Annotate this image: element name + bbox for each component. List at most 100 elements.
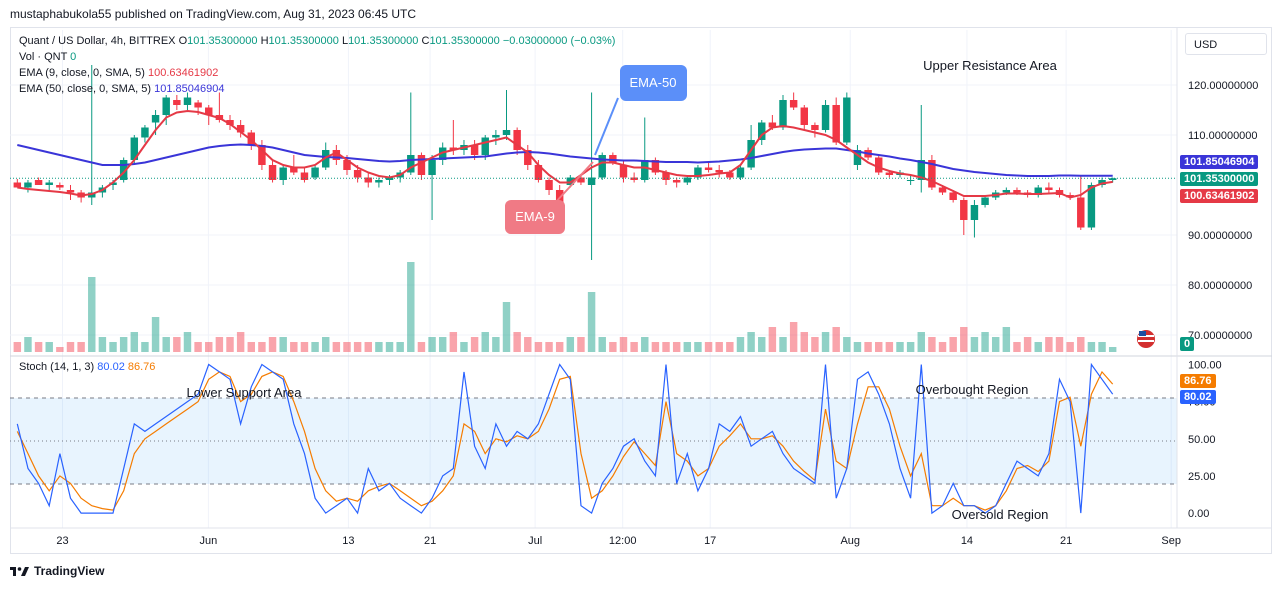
candle-body bbox=[502, 130, 511, 135]
candle-body bbox=[109, 182, 117, 185]
ema50-label: EMA (50, close, 0, SMA, 5) bbox=[19, 83, 152, 95]
volume-bar bbox=[481, 332, 489, 352]
candle-body bbox=[513, 130, 521, 150]
candle-body bbox=[194, 102, 202, 108]
candle-body bbox=[343, 160, 351, 170]
candle-body bbox=[885, 172, 894, 175]
volume-bar bbox=[183, 332, 192, 352]
volume-bar bbox=[1098, 342, 1106, 352]
volume-bar bbox=[45, 342, 53, 352]
candle-body bbox=[258, 145, 266, 165]
volume-bar bbox=[460, 342, 468, 352]
ema9-callout-box[interactable] bbox=[505, 200, 565, 234]
volume-bar bbox=[332, 342, 341, 352]
ema9-value: 100.63461902 bbox=[148, 67, 219, 79]
ema9-legend-row[interactable]: EMA (9, close, 0, SMA, 5) 100.63461902 bbox=[19, 67, 218, 79]
time-tick-label: 17 bbox=[704, 535, 716, 547]
volume-bar bbox=[1013, 342, 1021, 352]
published-line: mustaphabukola55 published on TradingVie… bbox=[10, 7, 417, 21]
volume-bar bbox=[874, 342, 883, 352]
time-tick-label: 13 bbox=[342, 535, 354, 547]
candle-body bbox=[141, 127, 149, 138]
currency-button[interactable]: USD bbox=[1185, 33, 1267, 55]
volume-bar bbox=[141, 342, 149, 352]
candle-body bbox=[407, 155, 415, 173]
open-label: O bbox=[178, 35, 188, 47]
volume-bar bbox=[1023, 337, 1032, 352]
volume-bar bbox=[1077, 337, 1085, 352]
candle-body bbox=[619, 165, 628, 178]
volume-legend-row[interactable]: Vol · QNT 0 bbox=[19, 51, 76, 63]
volume-label: Vol · QNT bbox=[19, 51, 68, 63]
volume-bar bbox=[258, 342, 266, 352]
stoch-tick-label: 50.00 bbox=[1188, 434, 1216, 446]
volume-bar bbox=[449, 332, 458, 352]
candle-body bbox=[45, 182, 53, 185]
overbought-label: Overbought Region bbox=[916, 382, 1029, 397]
candle-body bbox=[364, 177, 372, 183]
candle-body bbox=[736, 167, 745, 178]
stoch-label: Stoch (14, 1, 3) bbox=[19, 361, 95, 373]
price-tick-label: 110.00000000 bbox=[1188, 130, 1258, 142]
volume-bar bbox=[715, 342, 723, 352]
stoch-tick-label: 100.00 bbox=[1188, 359, 1222, 371]
volume-bar bbox=[662, 342, 670, 352]
volume-bar bbox=[928, 337, 936, 352]
stoch-legend-row[interactable]: Stoch (14, 1, 3) 80.02 86.76 bbox=[19, 361, 155, 373]
time-tick-label: 12:00 bbox=[609, 535, 637, 547]
low-value: 101.35300000 bbox=[348, 35, 419, 47]
volume-bar bbox=[77, 342, 85, 352]
candle-body bbox=[566, 177, 575, 185]
volume-bar bbox=[151, 317, 160, 352]
candle-body bbox=[428, 160, 436, 175]
candle-body bbox=[449, 147, 458, 150]
candle-body bbox=[928, 160, 936, 188]
time-tick-label: Sep bbox=[1161, 535, 1181, 547]
volume-bar bbox=[98, 337, 107, 352]
candle-body bbox=[651, 160, 660, 173]
volume-bar bbox=[938, 342, 947, 352]
volume-bar bbox=[906, 342, 915, 352]
ema50-callout-text: EMA-50 bbox=[630, 75, 677, 90]
close-value: 101.35300000 bbox=[429, 35, 500, 47]
candle-body bbox=[747, 140, 755, 168]
volume-bar bbox=[555, 342, 564, 352]
ema50-legend-row[interactable]: EMA (50, close, 0, SMA, 5) 101.85046904 bbox=[19, 83, 224, 95]
volume-bar bbox=[811, 337, 819, 352]
volume-value: 0 bbox=[70, 51, 77, 63]
tradingview-footer[interactable]: TradingView bbox=[10, 564, 104, 578]
volume-bar bbox=[577, 337, 585, 352]
volume-bar bbox=[789, 322, 798, 352]
time-tick-label: 21 bbox=[424, 535, 436, 547]
ema50-callout-box[interactable] bbox=[620, 65, 687, 101]
volume-bar bbox=[991, 337, 1000, 352]
candle-body bbox=[321, 150, 330, 168]
stoch-d-value: 86.76 bbox=[127, 361, 156, 373]
volume-bar bbox=[694, 342, 702, 352]
candle-body bbox=[24, 182, 32, 188]
price-tick-label: 80.00000000 bbox=[1188, 280, 1252, 292]
volume-bar bbox=[672, 342, 681, 352]
volume-bar bbox=[173, 337, 181, 352]
chart-frame bbox=[10, 27, 1272, 554]
volume-bar bbox=[56, 347, 64, 352]
volume-bar bbox=[853, 342, 862, 352]
candle-body bbox=[130, 137, 139, 160]
high-label: H bbox=[260, 35, 269, 47]
volume-bar bbox=[215, 337, 224, 352]
volume-bar bbox=[843, 337, 851, 352]
ema9-line bbox=[17, 109, 1113, 199]
volume-bar bbox=[13, 342, 22, 352]
volume-bar bbox=[736, 337, 745, 352]
volume-bar bbox=[619, 337, 628, 352]
stoch-tick-label: 25.00 bbox=[1188, 471, 1216, 483]
symbol-label[interactable]: Quant / US Dollar, 4h, BITTREX bbox=[19, 35, 176, 47]
candle-body bbox=[56, 185, 64, 188]
candle-body bbox=[226, 120, 234, 125]
volume-bar bbox=[885, 342, 894, 352]
volume-bar bbox=[747, 332, 755, 352]
volume-bar bbox=[470, 337, 479, 352]
candle-body bbox=[438, 147, 447, 160]
candle-body bbox=[1045, 187, 1053, 190]
